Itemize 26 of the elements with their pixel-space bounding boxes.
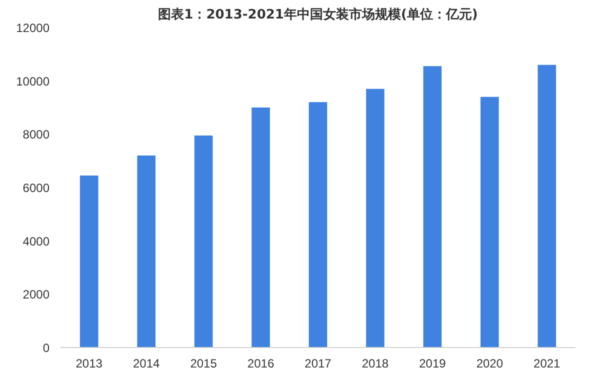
x-tick-label: 2015: [190, 356, 218, 370]
bar: [308, 102, 328, 348]
x-tick-label: 2014: [132, 356, 160, 370]
x-tick-label: 2017: [304, 356, 332, 370]
y-tick-label: 10000: [16, 74, 50, 88]
y-tick-label: 6000: [22, 181, 50, 195]
x-tick-label: 2018: [362, 356, 389, 370]
bar: [252, 108, 270, 348]
bar: [538, 64, 556, 348]
bar: [137, 156, 156, 348]
y-tick-label: 12000: [16, 21, 50, 35]
x-tick-label: 2013: [76, 356, 103, 370]
x-tick-label: 2021: [534, 356, 561, 370]
y-tick-label: 2000: [22, 288, 50, 302]
x-tick-label: 2020: [476, 356, 504, 370]
y-tick-label: 8000: [22, 128, 50, 142]
bar: [480, 96, 499, 348]
bar: [423, 66, 442, 348]
bar: [80, 176, 98, 348]
x-tick-label: 2016: [247, 356, 274, 370]
chart-title: 图表1：2013-2021年中国女装市场规模(单位：亿元): [158, 6, 478, 22]
y-tick-label: 0: [42, 341, 50, 355]
x-tick-label: 2019: [419, 356, 446, 370]
bar: [194, 136, 213, 348]
y-tick-label: 4000: [22, 234, 50, 248]
bar: [366, 88, 384, 348]
